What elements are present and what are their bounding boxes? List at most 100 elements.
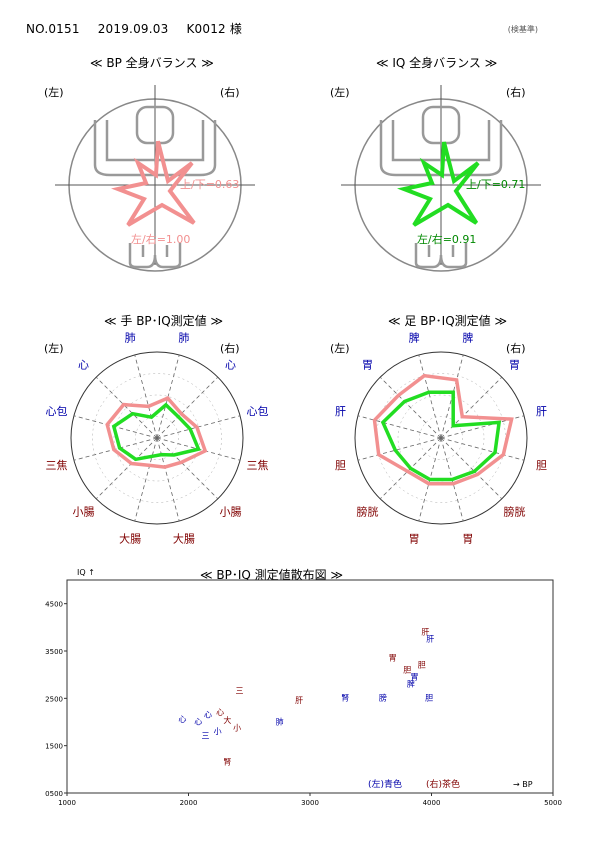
legend-left: (左)青色: [368, 778, 402, 790]
scatter-title: ≪ BP･IQ 測定値散布図 ≫: [200, 568, 344, 582]
radar-spoke: [156, 437, 219, 500]
record-date: 2019.09.03: [97, 22, 169, 36]
iq-balance-title: ≪ IQ 全身バランス ≫: [376, 56, 498, 70]
scatter-point: 胆: [403, 665, 411, 674]
radar-grid-ring: [397, 394, 485, 482]
hand-radar-title: ≪ 手 BP･IQ測定値 ≫: [104, 314, 224, 328]
radar-axis-label: 三焦: [46, 459, 68, 472]
x-tick-label: 2000: [180, 799, 198, 807]
radar-axis-label: 心包: [246, 405, 268, 418]
x-axis-label: → BP: [513, 780, 533, 789]
radar-axis-label: 肺: [178, 332, 189, 345]
hand-radar-left: (左): [44, 342, 64, 355]
radar-axis-label: 小腸: [72, 506, 94, 519]
scatter-point: 心: [216, 708, 224, 717]
body-head: [135, 105, 175, 145]
scatter-point: 腎: [341, 694, 349, 703]
client-name: K0012 様: [186, 22, 243, 36]
scatter-chart: 1000 2000 3000 4000 5000 0500 1500 2500 3500 4500…: [45, 568, 562, 807]
scatter-point: 胃: [410, 672, 418, 681]
y-tick-label: 3500: [45, 648, 63, 656]
radar-outer-ring: [70, 351, 244, 525]
y-tick-label: 0500: [45, 790, 63, 798]
scatter-point: 心: [194, 717, 202, 726]
radar-axis-label: 膀胱: [504, 505, 526, 519]
radar-axis-label: 大腸: [119, 531, 141, 545]
scatter-point: 肝: [295, 696, 303, 705]
x-tick-label: 4000: [423, 799, 441, 807]
scatter-point: 小: [214, 727, 222, 736]
radar-spoke: [440, 437, 503, 500]
radar-axis-label: 胃: [462, 532, 473, 545]
x-tick-label: 1000: [58, 799, 76, 807]
radar-axis-label: 脾: [409, 331, 420, 345]
y-tick-label: 4500: [45, 601, 63, 609]
radar-axis-label: 肺: [125, 332, 136, 345]
radar-series-iq: [380, 390, 502, 482]
iq-balance-left: (左): [330, 86, 350, 99]
scatter-point: 腎: [223, 758, 231, 767]
x-tick-label: 3000: [301, 799, 319, 807]
record-number: NO.0151: [26, 22, 80, 36]
radar-axis-label: 心: [225, 358, 236, 371]
radar-series-bp: [372, 373, 514, 486]
scatter-point: 脾: [407, 679, 415, 689]
ud-ratio-label: 上/下=0.71: [466, 178, 525, 191]
radar-spoke: [134, 437, 158, 522]
standard-stamp: (検基準): [507, 25, 538, 34]
body-head: [421, 105, 461, 145]
scatter-point: 肺: [276, 717, 284, 726]
scatter-point: 心: [204, 710, 212, 719]
radar-spoke: [357, 437, 442, 461]
scatter-point: 三: [202, 732, 210, 741]
radar-axis-label: 三焦: [246, 459, 268, 472]
body-legs: [414, 243, 468, 269]
scatter-point: 心: [178, 715, 186, 724]
radar-axis-label: 胃: [362, 358, 373, 371]
lr-ratio-label: 左/右=1.00: [131, 232, 190, 246]
y-tick-label: 1500: [45, 743, 63, 751]
iq-balance-right: (右): [506, 86, 526, 99]
radar-axis-label: 胆: [335, 459, 346, 472]
x-tick-label: 5000: [544, 799, 562, 807]
radar-axis-label: 小腸: [220, 506, 242, 519]
radar-axis-label: 心: [78, 358, 89, 371]
legend-right: (右)茶色: [426, 778, 460, 790]
lr-ratio-label: 左/右=0.91: [417, 232, 476, 246]
radar-axis-label: 胃: [409, 532, 420, 545]
body-feet: [427, 245, 455, 257]
radar-axis-label: 胃: [509, 358, 520, 371]
scatter-point: 小: [233, 724, 241, 733]
balance-star: [397, 141, 480, 227]
radar-axis-label: 胆: [536, 459, 547, 472]
bp-balance-figure: 上/下=0.63 左/右=1.00: [55, 85, 255, 272]
radar-series-iq: [111, 402, 201, 462]
body-feet: [141, 245, 169, 257]
report-header: NO.0151 2019.09.03 K0012 様: [26, 20, 256, 37]
radar-grid-ring: [419, 416, 463, 460]
radar-axis-label: 肝: [536, 405, 547, 418]
radar-axis-label: 肝: [335, 405, 346, 418]
y-tick-label: 2500: [45, 695, 63, 703]
body-legs: [128, 243, 182, 269]
foot-radar-title: ≪ 足 BP･IQ測定値 ≫: [388, 314, 508, 328]
foot-radar-right: (右): [506, 342, 526, 355]
bp-balance-right: (右): [220, 86, 240, 99]
scatter-point: 膀: [379, 693, 387, 703]
radar-spoke: [95, 376, 158, 439]
scatter-frame: [66, 579, 554, 794]
scatter-point: 三: [236, 687, 244, 696]
ud-ratio-label: 上/下=0.63: [180, 178, 239, 191]
radar-series-bp: [105, 395, 208, 469]
scatter-point: 胆: [418, 661, 426, 670]
radar-spoke: [379, 376, 442, 439]
scatter-point: 大: [223, 715, 231, 725]
radar-axis-label: 膀胱: [356, 505, 378, 519]
iq-balance-figure: 上/下=0.71 左/右=0.91: [341, 85, 541, 272]
y-axis-label: IQ ↑: [77, 568, 95, 577]
radar-axis-label: 脾: [462, 331, 473, 345]
scatter-point: 肝: [426, 635, 434, 644]
radar-grid-ring: [92, 373, 222, 503]
